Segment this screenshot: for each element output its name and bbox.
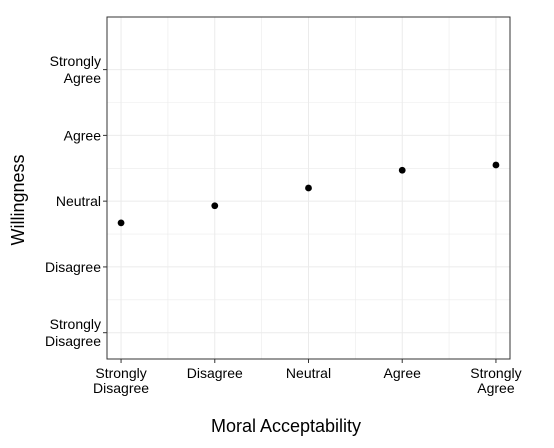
axis-ticks <box>103 69 497 363</box>
data-points <box>117 161 500 227</box>
y-tick-label: Disagree <box>45 333 101 349</box>
x-tick-label: Agree <box>477 380 515 396</box>
data-point <box>117 219 125 227</box>
data-point <box>492 161 500 169</box>
x-tick-label: Disagree <box>187 365 243 381</box>
data-point <box>398 166 406 174</box>
x-tick-label: Strongly <box>95 365 146 381</box>
y-tick-label: Agree <box>64 70 102 86</box>
y-axis-title: Willingness <box>8 154 28 245</box>
x-tick-label: Strongly <box>470 365 521 381</box>
y-tick-label: Strongly <box>50 53 101 69</box>
x-axis-title: Moral Acceptability <box>211 416 361 436</box>
y-tick-labels: StronglyDisagreeDisagreeNeutralAgreeStro… <box>45 53 101 349</box>
data-point <box>211 202 219 210</box>
x-tick-label: Agree <box>384 365 422 381</box>
y-tick-label: Strongly <box>50 316 101 332</box>
y-tick-label: Agree <box>64 127 102 143</box>
y-tick-label: Disagree <box>45 259 101 275</box>
data-point <box>305 184 312 192</box>
x-tick-label: Neutral <box>286 365 331 381</box>
x-tick-label: Disagree <box>93 380 149 396</box>
y-tick-label: Neutral <box>56 193 101 209</box>
